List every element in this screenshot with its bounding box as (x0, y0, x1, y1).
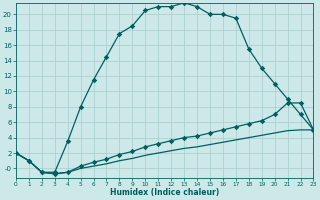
X-axis label: Humidex (Indice chaleur): Humidex (Indice chaleur) (110, 188, 219, 197)
